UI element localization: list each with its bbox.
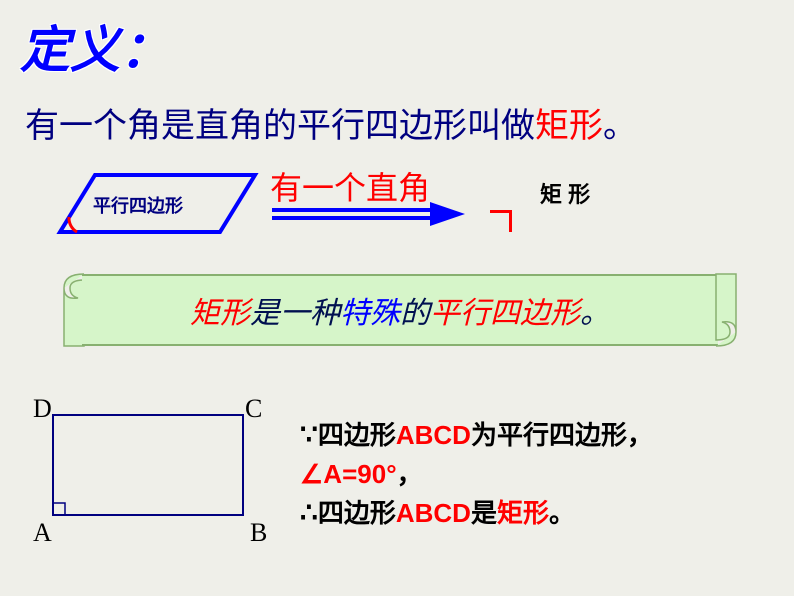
right-angle-mark-icon [490, 210, 512, 232]
proof-l3f: 。 [549, 498, 575, 528]
scroll-body: 矩形是一种特殊的平行四边形。 [82, 274, 718, 346]
rectangle-label: 矩 形 [540, 177, 590, 209]
therefore-symbol: ∴ [300, 497, 318, 528]
definition-part2: 。 [603, 108, 637, 145]
scroll-seg5: 平行四边形 [430, 297, 580, 330]
rectangle-svg [45, 400, 255, 530]
scroll-seg1: 矩形 [190, 297, 250, 330]
vertex-b: B [250, 518, 267, 548]
parallelogram-shape: 平行四边形 [55, 170, 265, 245]
vertex-a: A [33, 518, 52, 548]
proof-l1b: 四边形 [318, 420, 396, 450]
proof-line2: ∠A=90°， [300, 456, 780, 494]
transformation-diagram: 平行四边形 有一个直角 矩 形 [40, 165, 760, 255]
proof-text: ∵四边形ABCD为平行四边形， ∠A=90°， ∴四边形ABCD是矩形。 [300, 415, 780, 534]
proof-l3e: 矩形 [497, 498, 549, 528]
arrow-icon [270, 200, 470, 230]
parallelogram-label: 平行四边形 [93, 192, 183, 218]
proof-l2s: ， [397, 459, 423, 489]
scroll-seg3: 特殊 [340, 297, 400, 330]
rectangle-diagram: D C A B [45, 400, 255, 535]
proof-l1c: ABCD [396, 420, 471, 450]
scroll-seg2: 是一种 [250, 297, 340, 330]
proof-line3: ∴四边形ABCD是矩形。 [300, 493, 780, 534]
scroll-curl-right-icon [714, 272, 740, 348]
scroll-banner: 矩形是一种特殊的平行四边形。 [60, 272, 740, 348]
proof-l3b: 四边形 [318, 498, 396, 528]
definition-highlight: 矩形 [535, 108, 603, 145]
definition-part1: 有一个角是直角的平行四边形叫做 [25, 108, 535, 145]
scroll-seg6: 。 [580, 297, 610, 330]
scroll-seg4: 的 [400, 297, 430, 330]
vertex-c: C [245, 394, 262, 424]
page-title: 定义： [20, 10, 170, 82]
proof-l3d: 是 [471, 498, 497, 528]
vertex-d: D [33, 394, 52, 424]
scroll-text: 矩形是一种特殊的平行四边形。 [190, 288, 610, 332]
definition-text: 有一个角是直角的平行四边形叫做矩形。 [25, 98, 637, 147]
proof-l3c: ABCD [396, 498, 471, 528]
because-symbol: ∵ [300, 419, 318, 450]
proof-l2: ∠A=90° [300, 459, 397, 489]
proof-l1d: 为平行四边形， [471, 420, 653, 450]
proof-line1: ∵四边形ABCD为平行四边形， [300, 415, 780, 456]
